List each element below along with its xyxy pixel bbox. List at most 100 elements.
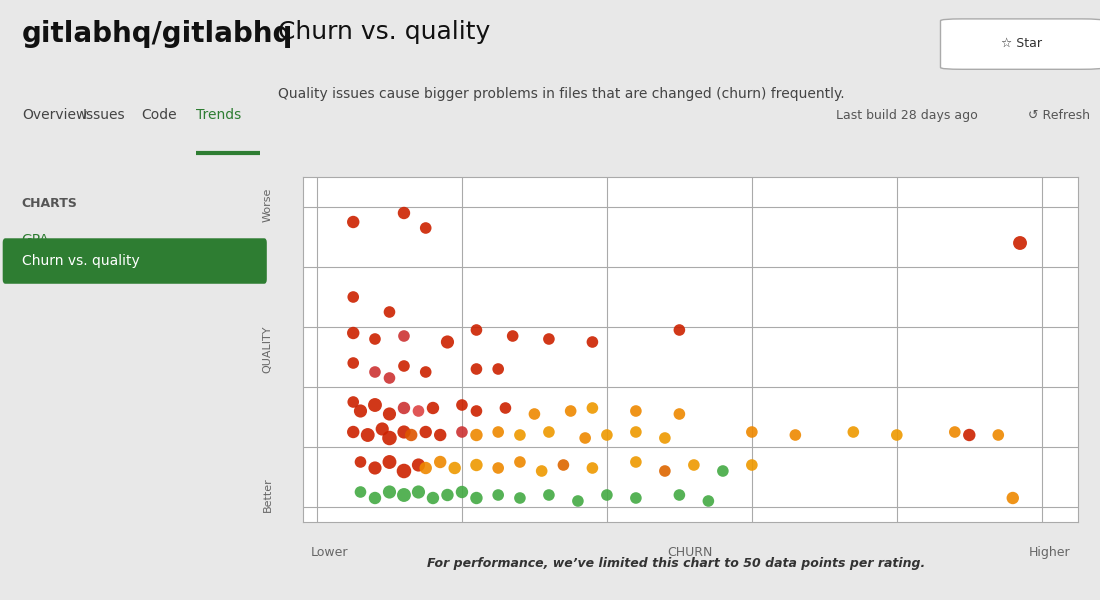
Point: [344, 217, 362, 227]
Point: [960, 430, 978, 440]
Point: [366, 367, 384, 377]
Point: [627, 493, 645, 503]
Point: [598, 490, 616, 500]
Text: Better: Better: [263, 477, 273, 512]
Point: [409, 460, 427, 470]
Point: [656, 466, 673, 476]
Point: [627, 427, 645, 437]
Point: [490, 490, 507, 500]
Text: Overview: Overview: [22, 108, 87, 122]
Point: [431, 430, 449, 440]
Text: Lower: Lower: [310, 546, 348, 559]
Point: [685, 460, 703, 470]
Point: [562, 406, 580, 416]
Text: CHARTS: CHARTS: [22, 197, 77, 210]
Point: [700, 496, 717, 506]
Point: [744, 427, 761, 437]
Point: [1004, 493, 1022, 503]
Point: [417, 367, 434, 377]
Text: Higher: Higher: [1028, 546, 1070, 559]
Point: [366, 463, 384, 473]
Point: [576, 433, 594, 443]
Point: [344, 328, 362, 338]
Point: [453, 427, 471, 437]
Point: [888, 430, 905, 440]
Text: QUALITY: QUALITY: [263, 326, 273, 373]
FancyBboxPatch shape: [2, 238, 267, 284]
Point: [627, 457, 645, 467]
Point: [468, 406, 485, 416]
Point: [453, 400, 471, 410]
Point: [381, 409, 398, 419]
Point: [395, 331, 412, 341]
Point: [540, 334, 558, 344]
Point: [344, 292, 362, 302]
Text: Issues: Issues: [82, 108, 125, 122]
Text: gitlabhq/gitlabhq: gitlabhq/gitlabhq: [22, 20, 294, 48]
Point: [366, 493, 384, 503]
Text: Worse: Worse: [263, 187, 273, 222]
Point: [990, 430, 1008, 440]
Point: [425, 493, 442, 503]
Text: For performance, we’ve limited this chart to 50 data points per rating.: For performance, we’ve limited this char…: [428, 557, 925, 571]
Point: [366, 400, 384, 410]
Point: [395, 427, 412, 437]
Text: Code: Code: [141, 108, 176, 122]
Text: Churn vs. quality: Churn vs. quality: [277, 20, 490, 44]
Point: [409, 406, 427, 416]
Point: [490, 364, 507, 374]
Point: [381, 433, 398, 443]
Point: [554, 460, 572, 470]
Point: [786, 430, 804, 440]
Point: [417, 463, 434, 473]
Text: Trends: Trends: [196, 108, 241, 122]
Text: Churn vs. quality: Churn vs. quality: [22, 254, 140, 268]
Point: [512, 493, 529, 503]
Point: [468, 364, 485, 374]
Text: GPA: GPA: [22, 233, 50, 247]
Point: [671, 409, 689, 419]
Point: [373, 424, 390, 434]
Point: [671, 490, 689, 500]
Point: [540, 427, 558, 437]
Point: [344, 397, 362, 407]
Point: [446, 463, 463, 473]
Text: Last build 28 days ago: Last build 28 days ago: [836, 109, 978, 122]
Point: [468, 430, 485, 440]
Point: [381, 487, 398, 497]
Point: [395, 208, 412, 218]
Point: [584, 463, 602, 473]
Point: [381, 373, 398, 383]
Text: ↺ Refresh: ↺ Refresh: [1028, 109, 1090, 122]
Point: [569, 496, 586, 506]
Point: [417, 223, 434, 233]
Point: [1011, 238, 1028, 248]
Point: [714, 466, 732, 476]
Point: [395, 490, 412, 500]
Point: [598, 430, 616, 440]
Point: [584, 403, 602, 413]
Point: [526, 409, 543, 419]
Point: [352, 487, 370, 497]
Point: [744, 460, 761, 470]
Text: ☆ Star: ☆ Star: [1001, 37, 1043, 50]
Point: [395, 403, 412, 413]
Point: [512, 457, 529, 467]
Point: [439, 490, 456, 500]
Point: [352, 406, 370, 416]
Point: [381, 307, 398, 317]
Point: [845, 427, 862, 437]
Point: [359, 430, 376, 440]
Point: [425, 403, 442, 413]
Point: [468, 460, 485, 470]
Point: [512, 430, 529, 440]
Point: [431, 457, 449, 467]
Point: [381, 457, 398, 467]
Text: CHURN: CHURN: [668, 546, 713, 559]
FancyBboxPatch shape: [940, 19, 1100, 69]
Point: [468, 493, 485, 503]
Point: [584, 337, 602, 347]
Point: [490, 427, 507, 437]
Point: [395, 361, 412, 371]
Point: [366, 334, 384, 344]
